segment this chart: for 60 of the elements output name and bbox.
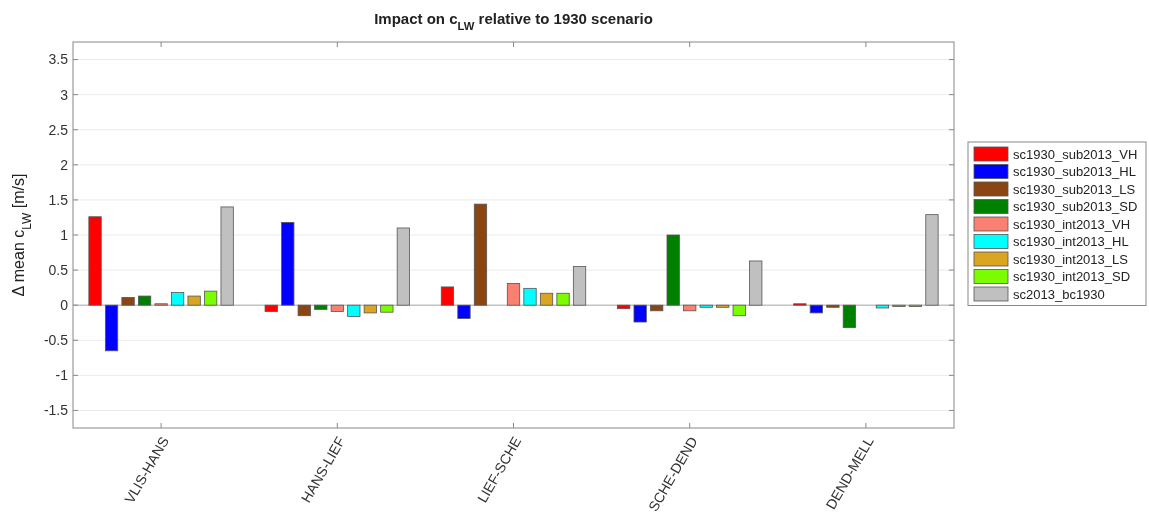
bar: [138, 295, 152, 306]
y-tick-label: 1: [60, 226, 69, 243]
bar: [539, 292, 554, 306]
y-tick-label: 0.5: [48, 261, 69, 278]
bar: [204, 290, 218, 306]
bar: [556, 292, 570, 306]
bar: [650, 304, 664, 312]
bar: [716, 304, 730, 308]
bar: [683, 304, 697, 312]
bar: [380, 304, 394, 313]
y-tick-label: -0.5: [43, 332, 69, 349]
y-tick-label: -1.5: [43, 402, 69, 419]
bar: [363, 304, 377, 314]
y-tick-label: 3.5: [48, 51, 69, 68]
y-tick-label: 2: [60, 156, 69, 173]
y-tick-label: 0: [60, 297, 69, 314]
bar: [506, 283, 521, 306]
bar: [473, 203, 488, 306]
bar: [88, 216, 102, 306]
bar: [297, 304, 311, 317]
legend-label: sc1930_sub2013_SD: [1013, 199, 1138, 215]
legend-label: sc1930_int2013_LS: [1013, 251, 1129, 267]
bar: [457, 304, 471, 319]
chart-title: Impact on c$_{LW}$ relative to 1930 scenario: [374, 10, 653, 32]
bar: [732, 304, 746, 317]
bar: [617, 304, 631, 310]
bar: [826, 304, 840, 308]
bar: [121, 297, 135, 306]
y-tick-label: 3: [60, 86, 69, 103]
bar: [666, 234, 680, 306]
bar: [572, 266, 587, 306]
bar: [523, 287, 537, 306]
bar: [809, 304, 823, 314]
bar: [187, 295, 201, 306]
y-tick-label: 2.5: [48, 121, 69, 138]
bar: [842, 304, 856, 329]
legend-label: sc1930_sub2013_LS: [1013, 181, 1136, 197]
bar: [925, 214, 939, 306]
y-tick-label: 1.5: [48, 191, 69, 208]
bar: [171, 292, 185, 306]
bar: [749, 260, 763, 306]
bar: [633, 304, 647, 323]
legend-label: sc2013_bc1930: [1013, 286, 1105, 302]
bar: [314, 304, 328, 310]
bar: [347, 304, 361, 317]
legend-label: sc1930_int2013_VH: [1013, 216, 1131, 232]
bar: [699, 304, 713, 308]
bar: [396, 227, 410, 306]
legend-label: sc1930_sub2013_HL: [1013, 164, 1136, 180]
legend-label: sc1930_sub2013_VH: [1013, 146, 1138, 162]
bar: [330, 304, 344, 312]
y-tick-label: -1: [55, 367, 69, 384]
bar: [264, 304, 278, 312]
bar: [220, 206, 234, 306]
bar: [875, 304, 889, 309]
bar: [104, 304, 119, 352]
bar: [440, 286, 455, 306]
legend-label: sc1930_int2013_SD: [1013, 269, 1131, 285]
legend-label: sc1930_int2013_HL: [1013, 234, 1129, 250]
bar: [281, 221, 295, 306]
